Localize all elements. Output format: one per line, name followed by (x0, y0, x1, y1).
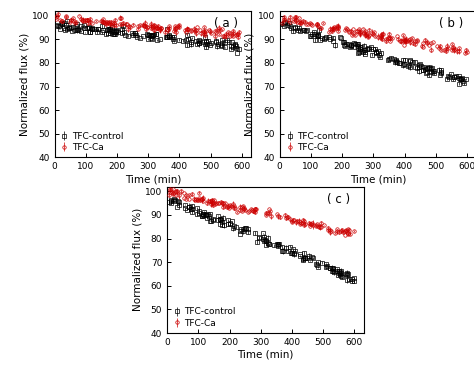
Y-axis label: Normalized flux (%): Normalized flux (%) (245, 33, 255, 136)
X-axis label: Time (min): Time (min) (237, 350, 293, 360)
Legend: TFC-control, TFC-Ca: TFC-control, TFC-Ca (59, 131, 124, 153)
X-axis label: Time (min): Time (min) (125, 174, 181, 184)
Legend: TFC-control, TFC-Ca: TFC-control, TFC-Ca (284, 131, 349, 153)
Y-axis label: Normalized flux (%): Normalized flux (%) (132, 208, 142, 311)
Text: ( c ): ( c ) (327, 193, 350, 206)
Y-axis label: Normalized flux (%): Normalized flux (%) (19, 33, 29, 136)
Text: ( b ): ( b ) (438, 17, 463, 30)
Text: ( a ): ( a ) (214, 17, 237, 30)
X-axis label: Time (min): Time (min) (350, 174, 406, 184)
Legend: TFC-control, TFC-Ca: TFC-control, TFC-Ca (172, 306, 237, 329)
